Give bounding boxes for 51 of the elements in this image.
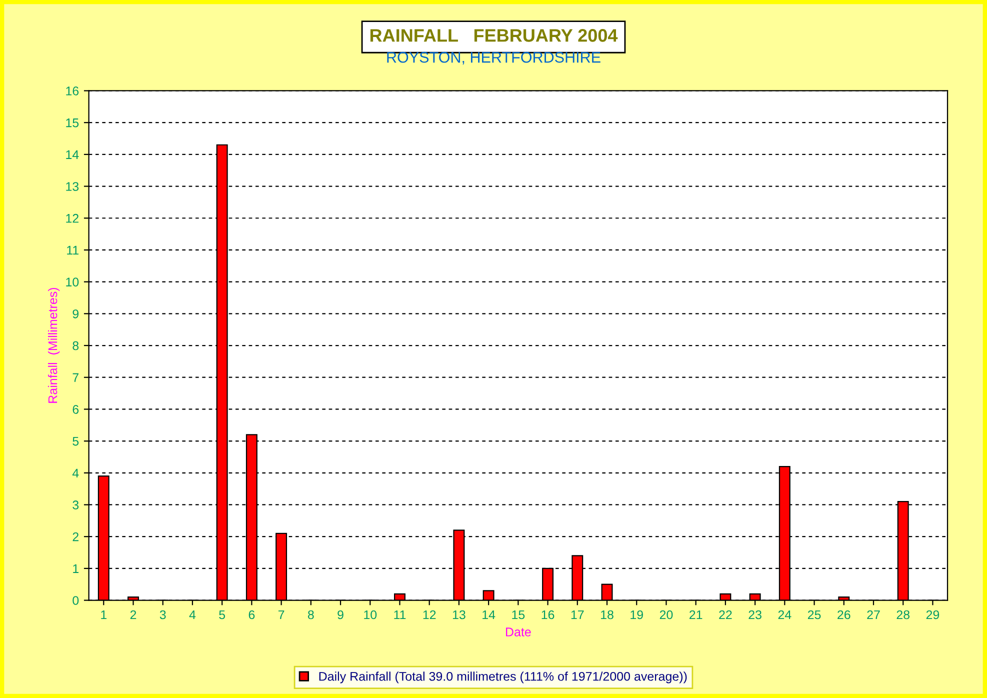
x-tick-label: 16 [542, 610, 554, 620]
x-tick-label: 10 [364, 610, 377, 620]
y-tick-label: 8 [72, 341, 79, 350]
x-tick-label: 25 [808, 610, 821, 620]
y-tick-label: 16 [66, 86, 79, 96]
x-tick-label: 17 [571, 610, 584, 620]
y-tick-label: 13 [66, 182, 79, 191]
y-tick-label: 14 [66, 150, 79, 159]
chart-title: RAINFALL FEBRUARY 2004 [370, 29, 618, 42]
x-tick-label: 19 [630, 610, 643, 620]
x-tick-label: 29 [926, 610, 940, 620]
x-tick-label: 7 [278, 610, 284, 620]
y-tick-label: 7 [72, 373, 78, 382]
y-tick-label: 2 [72, 532, 78, 542]
x-tick-label: 21 [690, 610, 702, 620]
x-tick-label: 26 [838, 610, 850, 620]
x-tick-label: 23 [748, 610, 762, 620]
x-tick-label: 3 [160, 610, 166, 620]
y-tick-label: 0 [72, 596, 79, 605]
x-tick-label: 5 [219, 610, 226, 620]
x-tick-label: 18 [601, 610, 614, 620]
x-tick-label: 14 [482, 610, 496, 620]
x-tick-label: 12 [423, 610, 436, 620]
x-tick-label: 2 [130, 610, 136, 620]
x-tick-label: 9 [338, 610, 344, 620]
x-tick-label: 22 [719, 610, 732, 620]
y-tick-label: 11 [67, 246, 78, 254]
y-tick-label: 9 [72, 309, 79, 318]
y-tick-label: 1 [73, 564, 78, 573]
x-tick-label: 27 [867, 610, 880, 620]
legend-label: Daily Rainfall (Total 39.0 millimetres (111% of 1971/2000 average)) [319, 672, 687, 684]
x-tick-label: 15 [512, 610, 525, 620]
x-tick-label: 1 [101, 610, 106, 620]
x-tick-label: 28 [896, 610, 910, 620]
x-tick-label: 4 [189, 610, 196, 620]
y-tick-label: 15 [66, 118, 79, 128]
x-tick-label: 13 [452, 610, 466, 620]
y-tick-label: 5 [72, 436, 79, 446]
x-tick-label: 6 [248, 610, 255, 620]
x-axis-title: Date [506, 628, 531, 636]
chart-subtitle: ROYSTON, HERTFORDSHIRE [387, 52, 600, 65]
y-tick-label: 10 [66, 278, 79, 286]
y-tick-label: 6 [72, 405, 79, 414]
y-axis-title: Rainfall (Millimetres) [48, 288, 60, 403]
x-tick-label: 24 [778, 610, 792, 620]
y-tick-label: 4 [72, 468, 79, 478]
y-tick-label: 12 [66, 214, 78, 223]
y-tick-label: 3 [72, 500, 79, 510]
x-tick-label: 8 [308, 610, 314, 620]
x-tick-label: 11 [394, 610, 406, 620]
x-tick-label: 20 [660, 610, 673, 620]
